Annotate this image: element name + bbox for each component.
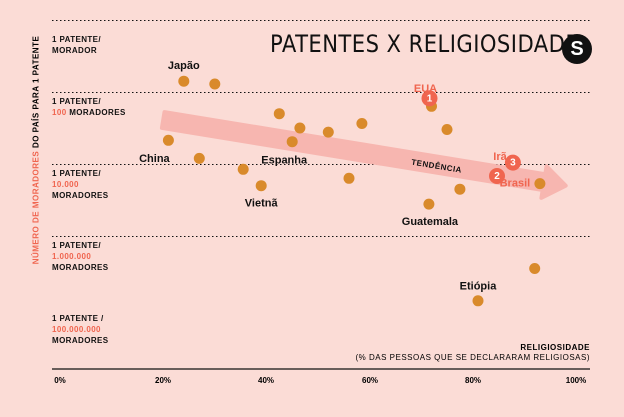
data-point bbox=[423, 198, 435, 210]
y-tick-label: 1 PATENTE/ MORADOR bbox=[52, 35, 102, 55]
point-label: Espanha bbox=[261, 155, 308, 167]
point-label: Brasil bbox=[500, 178, 531, 190]
point-label: China bbox=[139, 153, 170, 165]
x-tick-label: 40% bbox=[257, 376, 275, 385]
data-point bbox=[209, 78, 221, 90]
data-point bbox=[237, 163, 249, 175]
rank-badge bbox=[504, 154, 521, 171]
point-label: Etiópia bbox=[460, 281, 498, 293]
rank-badge bbox=[489, 168, 505, 184]
y-tick-label: 1 PATENTE/ 1.000.000 MORADORES bbox=[52, 241, 109, 272]
brand-logo-icon: S bbox=[562, 34, 592, 64]
data-point bbox=[356, 118, 368, 129]
x-tick-label: 60% bbox=[361, 376, 379, 385]
point-label: Japão bbox=[168, 60, 200, 72]
data-point bbox=[162, 134, 174, 146]
y-tick-label: 1 PATENTE / 100.000.000 MORADORES bbox=[52, 314, 109, 345]
data-point bbox=[193, 152, 205, 164]
trend-arrow bbox=[159, 110, 568, 200]
point-label: Irã bbox=[493, 151, 507, 163]
rank-badge-number: 1 bbox=[427, 93, 433, 104]
y-tick-label: 1 PATENTE/ 10.000 MORADORES bbox=[52, 169, 109, 200]
data-point bbox=[343, 172, 355, 184]
x-axis-label: RELIGIOSIDADE bbox=[520, 343, 590, 352]
data-point bbox=[472, 295, 484, 307]
chart-title: PATENTES X RELIGIOSIDADE bbox=[270, 30, 580, 58]
data-point bbox=[454, 183, 466, 195]
x-tick-label: 20% bbox=[154, 376, 172, 385]
data-point bbox=[286, 136, 298, 148]
x-tick-label: 80% bbox=[464, 376, 482, 385]
rank-badge-number: 3 bbox=[510, 158, 516, 169]
point-label: Guatemala bbox=[402, 216, 459, 228]
rank-badge-number: 2 bbox=[494, 171, 500, 182]
x-tick-label: 0% bbox=[54, 376, 66, 385]
x-axis-sublabel: (% DAS PESSOAS QUE SE DECLARARAM RELIGIO… bbox=[355, 353, 590, 362]
data-point bbox=[534, 178, 546, 190]
y-tick-label: 1 PATENTE/ 100 MORADORES bbox=[52, 97, 126, 117]
point-label: Vietnã bbox=[245, 198, 279, 210]
data-point bbox=[322, 126, 334, 138]
data-point bbox=[441, 124, 453, 135]
data-point bbox=[178, 75, 190, 87]
data-point bbox=[273, 108, 285, 120]
data-point bbox=[529, 263, 541, 274]
x-tick-label: 100% bbox=[565, 376, 587, 385]
rank-badge bbox=[421, 90, 438, 107]
data-point bbox=[294, 122, 306, 134]
data-point bbox=[255, 180, 267, 192]
